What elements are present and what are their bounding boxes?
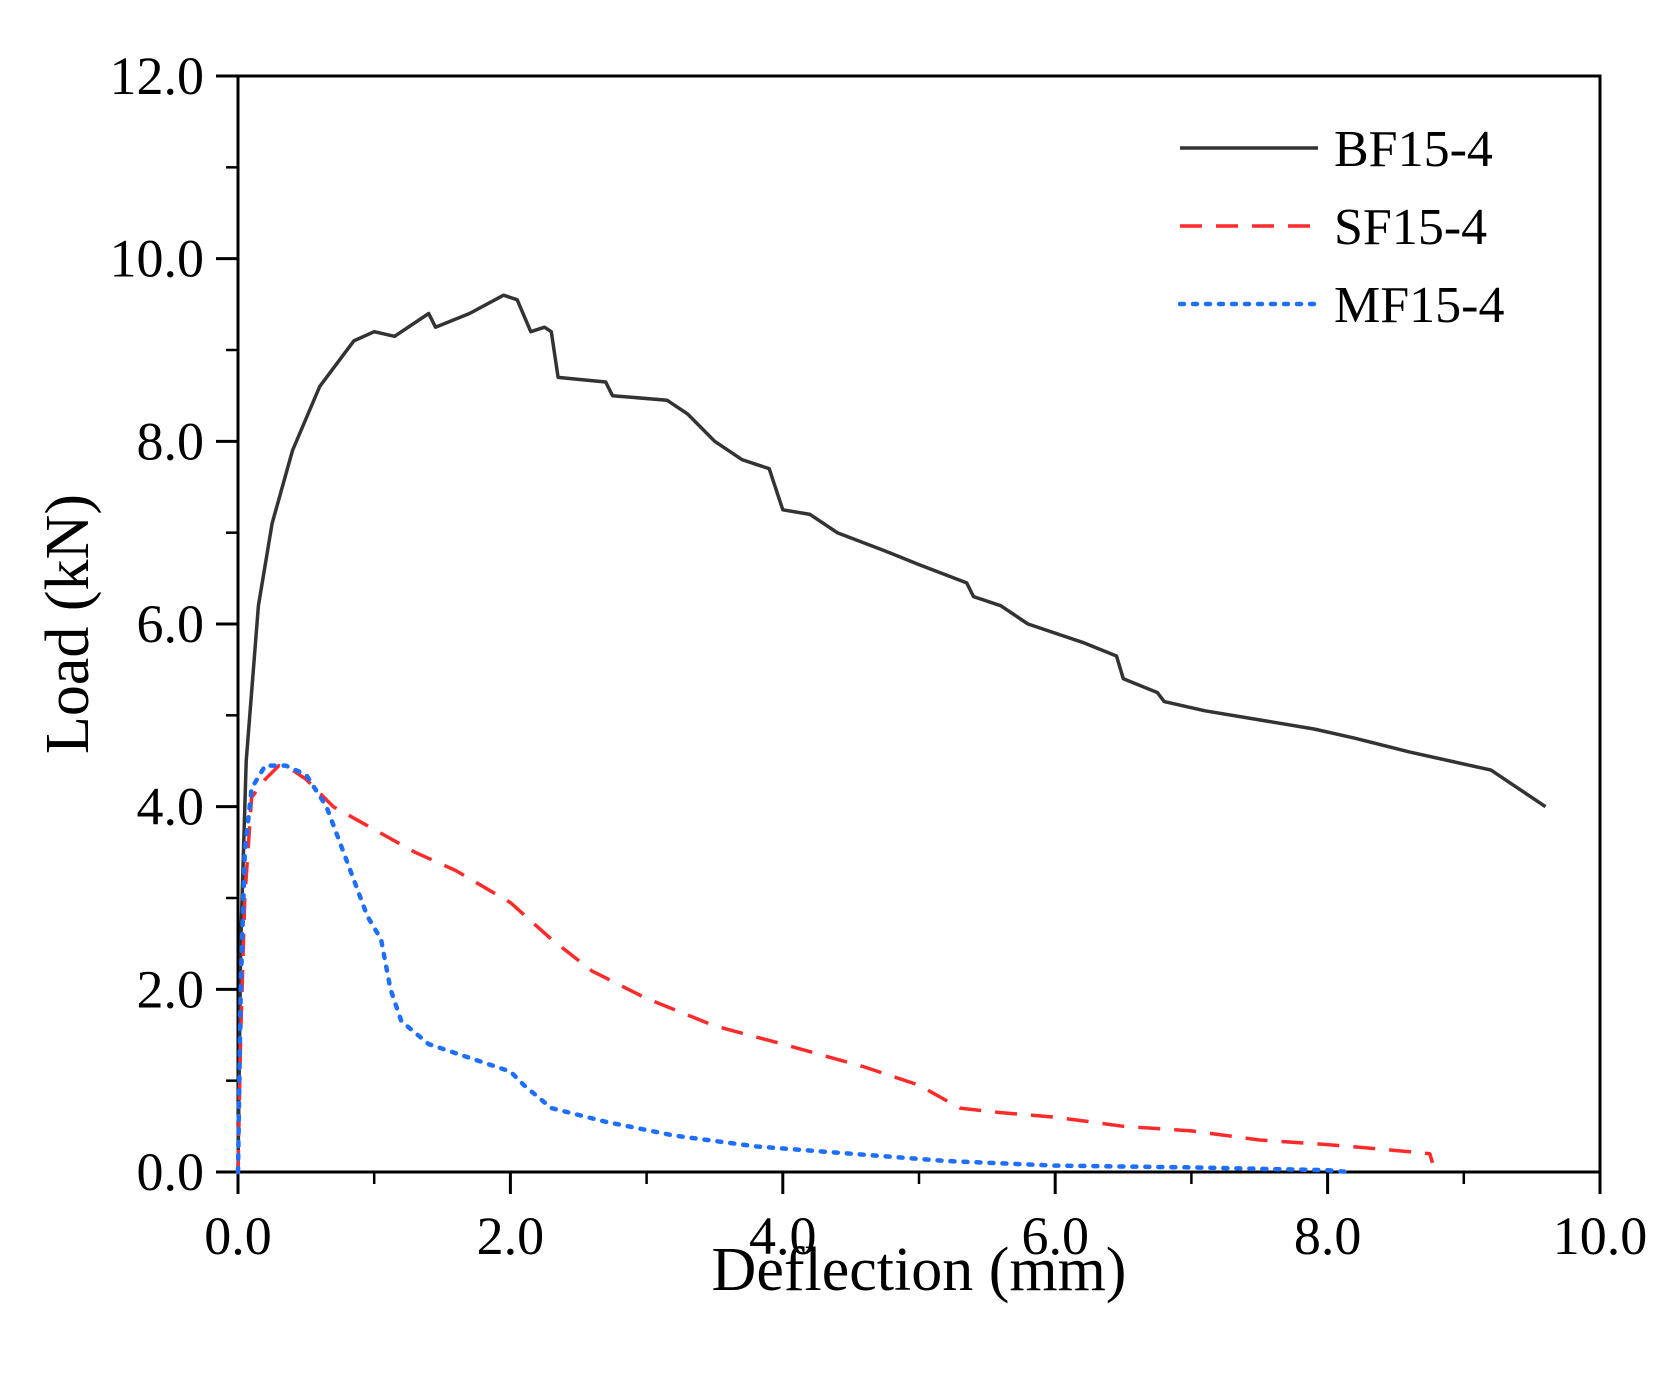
y-axis-title: Load (kN) bbox=[34, 494, 102, 754]
axis-ticks bbox=[216, 74, 1602, 1194]
x-tick-label: 0.0 bbox=[204, 1206, 272, 1266]
y-tick-labels: 0.0 2.0 4.0 6.0 8.0 10.0 12.0 bbox=[110, 46, 205, 1202]
y-tick-label: 4.0 bbox=[137, 777, 205, 837]
legend-label-bf15-4: BF15-4 bbox=[1334, 121, 1493, 178]
x-axis-title: Deflection (mm) bbox=[712, 1236, 1127, 1304]
y-tick-label: 12.0 bbox=[110, 46, 205, 106]
x-tick-label: 2.0 bbox=[477, 1206, 545, 1266]
y-tick-label: 6.0 bbox=[137, 594, 205, 654]
x-tick-label: 4.0 bbox=[749, 1206, 817, 1266]
x-tick-label: 10.0 bbox=[1553, 1206, 1648, 1266]
legend-label-sf15-4: SF15-4 bbox=[1334, 199, 1487, 256]
x-tick-labels: 0.0 2.0 4.0 6.0 8.0 10.0 bbox=[204, 1206, 1647, 1266]
legend-label-mf15-4: MF15-4 bbox=[1334, 277, 1504, 334]
series-line-mf15-4 bbox=[235, 763, 1351, 1175]
x-tick-label: 8.0 bbox=[1294, 1206, 1362, 1266]
y-tick-label: 8.0 bbox=[137, 411, 205, 471]
series-lines bbox=[235, 293, 1547, 1175]
legend: BF15-4 SF15-4 MF15-4 bbox=[1177, 121, 1504, 334]
y-tick-label: 10.0 bbox=[110, 229, 205, 289]
series-line-sf15-4 bbox=[236, 763, 1435, 1173]
y-tick-label: 2.0 bbox=[137, 959, 205, 1019]
x-tick-label: 6.0 bbox=[1021, 1206, 1089, 1266]
series-line-bf15-4 bbox=[236, 293, 1547, 1173]
y-tick-label: 0.0 bbox=[137, 1142, 205, 1202]
